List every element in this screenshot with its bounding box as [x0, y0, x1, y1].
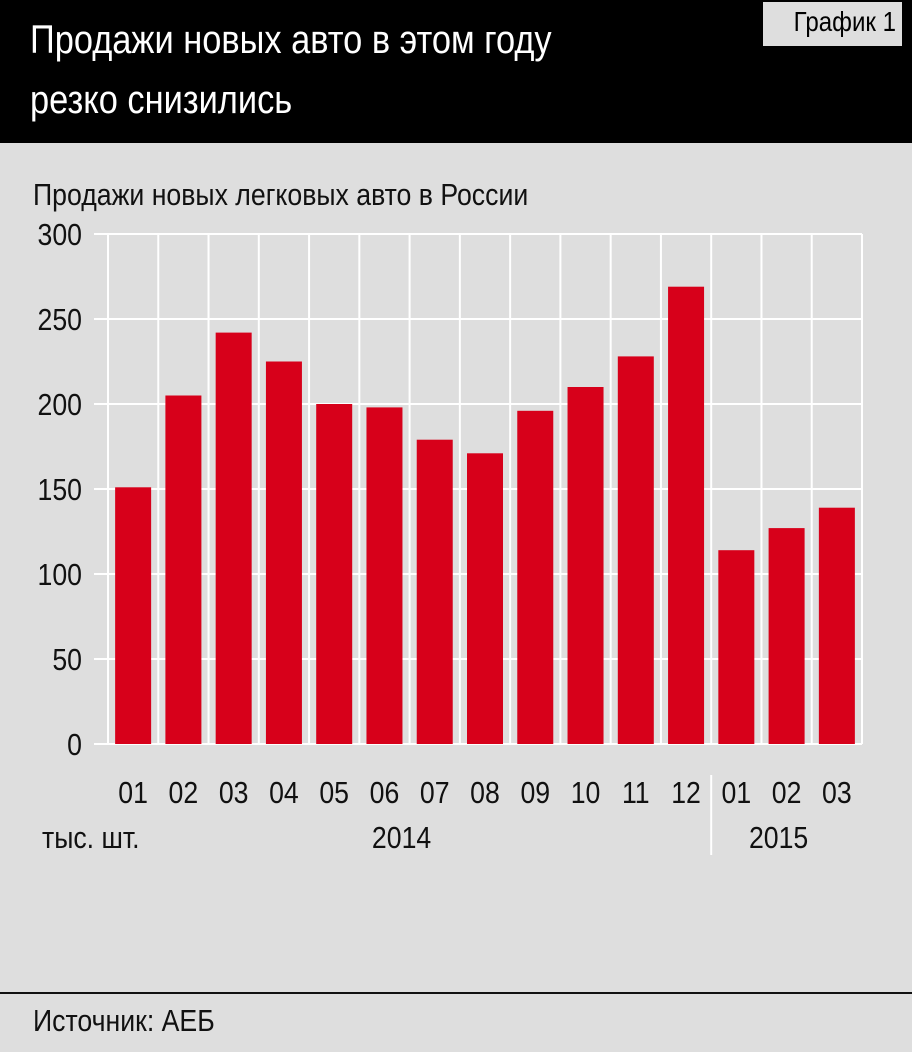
chart-number-text: График 1: [793, 6, 896, 37]
y-axis-ticks: 0 50 100 150 200 250 300: [38, 218, 82, 762]
bar: [215, 332, 252, 744]
chart-number-label: График 1: [762, 2, 902, 46]
bar: [316, 404, 353, 744]
x-tick-label: 01: [722, 776, 752, 810]
x-tick-label: 07: [420, 776, 450, 810]
x-tick-label: 11: [622, 776, 650, 810]
bar: [818, 507, 855, 744]
unit-label: тыс. шт.: [42, 821, 140, 855]
chart-subtitle: Продажи новых легковых авто в России: [33, 178, 528, 212]
y-tick-label: 300: [38, 218, 82, 252]
bar: [366, 407, 403, 744]
bar: [416, 439, 453, 744]
year-label: 2015: [749, 821, 808, 855]
x-tick-label: 09: [520, 776, 550, 810]
bar: [517, 410, 554, 744]
x-tick-label: 08: [470, 776, 500, 810]
bar-chart: Продажи новых легковых авто в России 050…: [33, 178, 863, 856]
header-band: Продажи новых авто в этом году резко сни…: [0, 0, 912, 143]
x-tick-label: 03: [822, 776, 852, 810]
bar: [668, 286, 705, 744]
bar: [265, 361, 302, 744]
x-tick-label: 03: [219, 776, 249, 810]
x-tick-label: 10: [571, 776, 601, 810]
source-note: Источник: АЕБ: [33, 1003, 215, 1038]
y-tick-label: 200: [38, 388, 82, 422]
chart-title-line1: Продажи новых авто в этом году: [30, 18, 552, 62]
grid-lines: [94, 233, 863, 745]
y-tick-label: 250: [38, 303, 82, 337]
bar: [768, 528, 805, 744]
bar: [165, 395, 202, 744]
x-axis-ticks: 01 02 03 04 05 06 07 08 09 10 11 12 01 02 03: [118, 776, 851, 810]
y-tick-label: 50: [52, 643, 82, 677]
y-tick-label: 150: [38, 473, 82, 507]
y-tick-label: 100: [38, 558, 82, 592]
bar: [567, 387, 604, 744]
x-tick-label: 01: [118, 776, 148, 810]
year-label: 2014: [372, 821, 431, 855]
bar: [115, 487, 152, 744]
chart-title-line2: резко снизились: [30, 78, 293, 122]
x-tick-label: 02: [772, 776, 802, 810]
footer-divider: [0, 992, 912, 994]
bar: [617, 356, 654, 744]
x-tick-label: 05: [319, 776, 349, 810]
x-tick-label: 06: [370, 776, 400, 810]
y-tick-label: 0: [67, 728, 82, 762]
bar: [718, 550, 755, 744]
year-groups: 2014 2015: [372, 775, 808, 856]
bars: [115, 286, 855, 744]
x-tick-label: 04: [269, 776, 299, 810]
x-tick-label: 02: [169, 776, 199, 810]
bar: [467, 453, 503, 744]
x-tick-label: 12: [671, 776, 701, 810]
